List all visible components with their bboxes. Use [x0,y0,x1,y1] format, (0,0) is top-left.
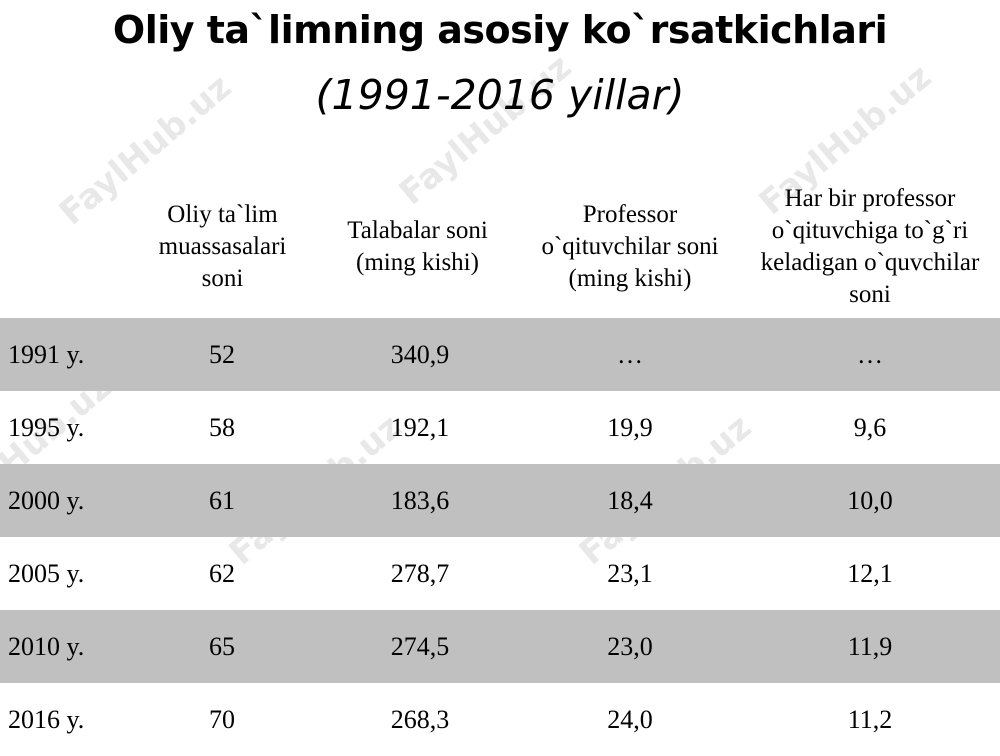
header-line: Har bir professor [784,185,956,212]
teachers-cell: 23,1 [607,559,653,588]
header-ratio: Har bir professor o`qituvchiga to`g`ri k… [742,180,998,314]
ratio-cell: 10,0 [847,486,893,515]
ratio-cell: 9,6 [853,413,887,442]
students-cell: 278,7 [390,559,450,588]
header-line: (ming kishi) [356,249,479,276]
header-line: o`qituvchilar soni [541,233,719,260]
ratio-cell: 12,1 [847,559,893,588]
teachers-cell: 19,9 [607,413,653,442]
header-students: Talabalar soni (ming kishi) [325,180,510,314]
year-cell: 2000 y. [8,486,85,515]
institutions-cell: 70 [209,705,235,734]
teachers-cell: 18,4 [607,486,653,515]
students-cell: 268,3 [390,705,450,734]
year-cell: 1991 y. [8,340,85,369]
table-row: 2010 y. 65 274,5 23,0 11,9 [0,610,1000,683]
year-cell: 1995 y. [8,413,85,442]
table-row: 1995 y. 58 192,1 19,9 9,6 [0,391,1000,464]
table-row: 2016 y. 70 268,3 24,0 11,2 [0,683,1000,750]
teachers-cell: … [617,340,643,369]
header-line: Oliy ta`lim [167,201,278,228]
students-cell: 340,9 [390,340,450,369]
page-title: Oliy ta`limning asosiy ko`rsatkichlari [112,8,888,52]
year-cell: 2005 y. [8,559,85,588]
institutions-cell: 61 [209,486,235,515]
header-teachers: Professor o`qituvchilar soni (ming kishi… [520,180,740,314]
ratio-cell: … [857,340,883,369]
header-line: (ming kishi) [568,265,692,292]
header-line: keladigan o`quvchilar [760,249,980,276]
year-cell: 2016 y. [8,705,85,734]
students-cell: 183,6 [390,486,450,515]
institutions-cell: 62 [209,559,235,588]
table-row: 2000 y. 61 183,6 18,4 10,0 [0,464,1000,537]
institutions-cell: 58 [209,413,235,442]
header-line: Professor [582,201,678,228]
header-line: o`qituvchiga to`g`ri [771,217,969,244]
students-cell: 192,1 [390,413,450,442]
institutions-cell: 65 [209,632,235,661]
institutions-cell: 52 [209,340,235,369]
header-line: soni [849,281,891,308]
teachers-cell: 24,0 [607,705,653,734]
year-cell: 2010 y. [8,632,85,661]
teachers-cell: 23,0 [607,632,653,661]
header-line: soni [201,265,244,292]
table-row: 1991 y. 52 340,9 … … [0,318,1000,391]
header-institutions: Oliy ta`lim muassasalari soni [140,180,305,314]
ratio-cell: 11,9 [847,632,893,661]
header-line: Talabalar soni [347,217,488,244]
header-line: muassasalari [158,233,287,260]
ratio-cell: 11,2 [847,705,893,734]
students-cell: 274,5 [390,632,450,661]
page-subtitle: (1991-2016 yillar) [315,71,685,119]
table-row: 2005 y. 62 278,7 23,1 12,1 [0,537,1000,610]
